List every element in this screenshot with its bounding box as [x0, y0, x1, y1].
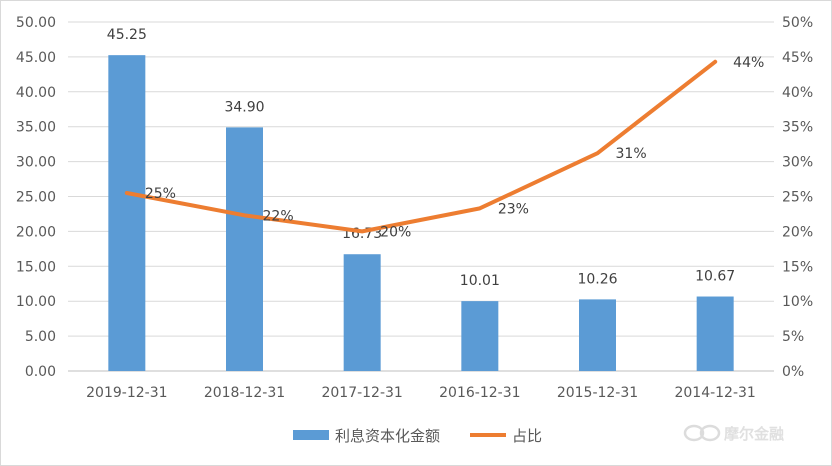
- x-tick-label: 2017-12-31: [321, 385, 402, 401]
- bar: [579, 299, 616, 371]
- left-tick-label: 0.00: [25, 364, 56, 380]
- right-tick-label: 30%: [782, 155, 813, 171]
- left-tick-label: 50.00: [16, 15, 56, 31]
- x-tick-label: 2016-12-31: [439, 385, 520, 401]
- left-axis-ticks: 0.00 5.00 10.00 15.00 20.00 25.00 30.00 35.00 40…: [16, 15, 56, 380]
- right-tick-label: 50%: [782, 15, 813, 31]
- bar: [226, 127, 263, 371]
- x-tick-label: 2014-12-31: [674, 385, 755, 401]
- line-series: [124, 59, 718, 234]
- left-tick-label: 10.00: [16, 294, 56, 310]
- line-data-label: 23%: [498, 201, 529, 217]
- line-data-label: 31%: [616, 146, 647, 162]
- left-tick-label: 15.00: [16, 259, 56, 275]
- left-tick-label: 20.00: [16, 224, 56, 240]
- legend-label-line: 占比: [512, 427, 542, 445]
- bar: [108, 55, 146, 371]
- bar-data-label: 45.25: [107, 27, 147, 43]
- left-tick-label: 5.00: [25, 329, 56, 345]
- line-data-labels: 25% 22% 20% 23% 31% 44%: [145, 55, 764, 241]
- right-tick-label: 10%: [782, 294, 813, 310]
- right-tick-label: 15%: [782, 259, 813, 275]
- left-tick-label: 35.00: [16, 120, 56, 136]
- right-tick-label: 20%: [782, 224, 813, 240]
- bar-data-label: 34.90: [224, 99, 264, 115]
- right-tick-label: 45%: [782, 50, 813, 66]
- bar: [696, 296, 734, 371]
- watermark-text: 摩尔金融: [724, 425, 784, 443]
- watermark: 摩尔金融: [683, 424, 784, 443]
- bar-data-label: 10.67: [695, 269, 735, 285]
- gridlines: [68, 21, 774, 372]
- x-tick-label: 2015-12-31: [557, 385, 638, 401]
- right-axis-ticks: 0% 5% 10% 15% 20% 25% 30% 35% 40% 45% 50%: [782, 15, 813, 380]
- bar-data-label: 10.01: [460, 273, 500, 289]
- left-tick-label: 30.00: [16, 155, 56, 171]
- line-data-label: 44%: [733, 55, 764, 71]
- bar-series: [108, 55, 734, 371]
- bar-data-label: 10.26: [577, 271, 617, 287]
- x-axis-ticks: 2019-12-31 2018-12-31 2017-12-31 2016-12-31…: [86, 385, 756, 401]
- right-tick-label: 35%: [782, 120, 813, 136]
- line-data-label: 25%: [145, 186, 176, 202]
- left-tick-label: 25.00: [16, 190, 56, 206]
- bar: [461, 301, 499, 371]
- x-tick-label: 2019-12-31: [86, 385, 167, 401]
- infinity-logo-icon: [683, 424, 721, 442]
- legend-label-bar: 利息资本化金额: [335, 427, 440, 445]
- line-data-label: 22%: [263, 208, 294, 224]
- left-tick-label: 40.00: [16, 85, 56, 101]
- x-tick-label: 2018-12-31: [204, 385, 285, 401]
- bar: [343, 254, 381, 371]
- right-tick-label: 5%: [782, 329, 804, 345]
- line-path: [124, 59, 718, 234]
- right-tick-label: 25%: [782, 190, 813, 206]
- right-tick-label: 0%: [782, 364, 804, 380]
- legend-swatch-bar: [293, 430, 329, 440]
- line-data-label: 20%: [380, 224, 411, 240]
- legend: 利息资本化金额 占比: [293, 427, 542, 445]
- right-tick-label: 40%: [782, 85, 813, 101]
- left-tick-label: 45.00: [16, 50, 56, 66]
